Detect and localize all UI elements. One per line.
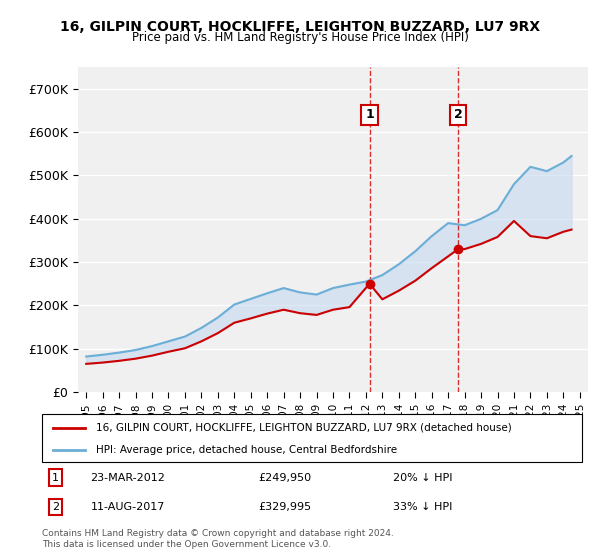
Text: HPI: Average price, detached house, Central Bedfordshire: HPI: Average price, detached house, Cent…: [96, 445, 397, 455]
Text: 1: 1: [365, 108, 374, 122]
FancyBboxPatch shape: [42, 414, 582, 462]
Text: Price paid vs. HM Land Registry's House Price Index (HPI): Price paid vs. HM Land Registry's House …: [131, 31, 469, 44]
Text: 16, GILPIN COURT, HOCKLIFFE, LEIGHTON BUZZARD, LU7 9RX: 16, GILPIN COURT, HOCKLIFFE, LEIGHTON BU…: [60, 20, 540, 34]
Text: 20% ↓ HPI: 20% ↓ HPI: [393, 473, 452, 483]
Text: 23-MAR-2012: 23-MAR-2012: [91, 473, 166, 483]
Text: £329,995: £329,995: [258, 502, 311, 512]
Text: £249,950: £249,950: [258, 473, 311, 483]
Text: 2: 2: [454, 108, 463, 122]
Text: 33% ↓ HPI: 33% ↓ HPI: [393, 502, 452, 512]
Text: 11-AUG-2017: 11-AUG-2017: [91, 502, 165, 512]
Text: 1: 1: [52, 473, 59, 483]
Text: Contains HM Land Registry data © Crown copyright and database right 2024.
This d: Contains HM Land Registry data © Crown c…: [42, 529, 394, 549]
Text: 2: 2: [52, 502, 59, 512]
Text: 16, GILPIN COURT, HOCKLIFFE, LEIGHTON BUZZARD, LU7 9RX (detached house): 16, GILPIN COURT, HOCKLIFFE, LEIGHTON BU…: [96, 423, 512, 433]
